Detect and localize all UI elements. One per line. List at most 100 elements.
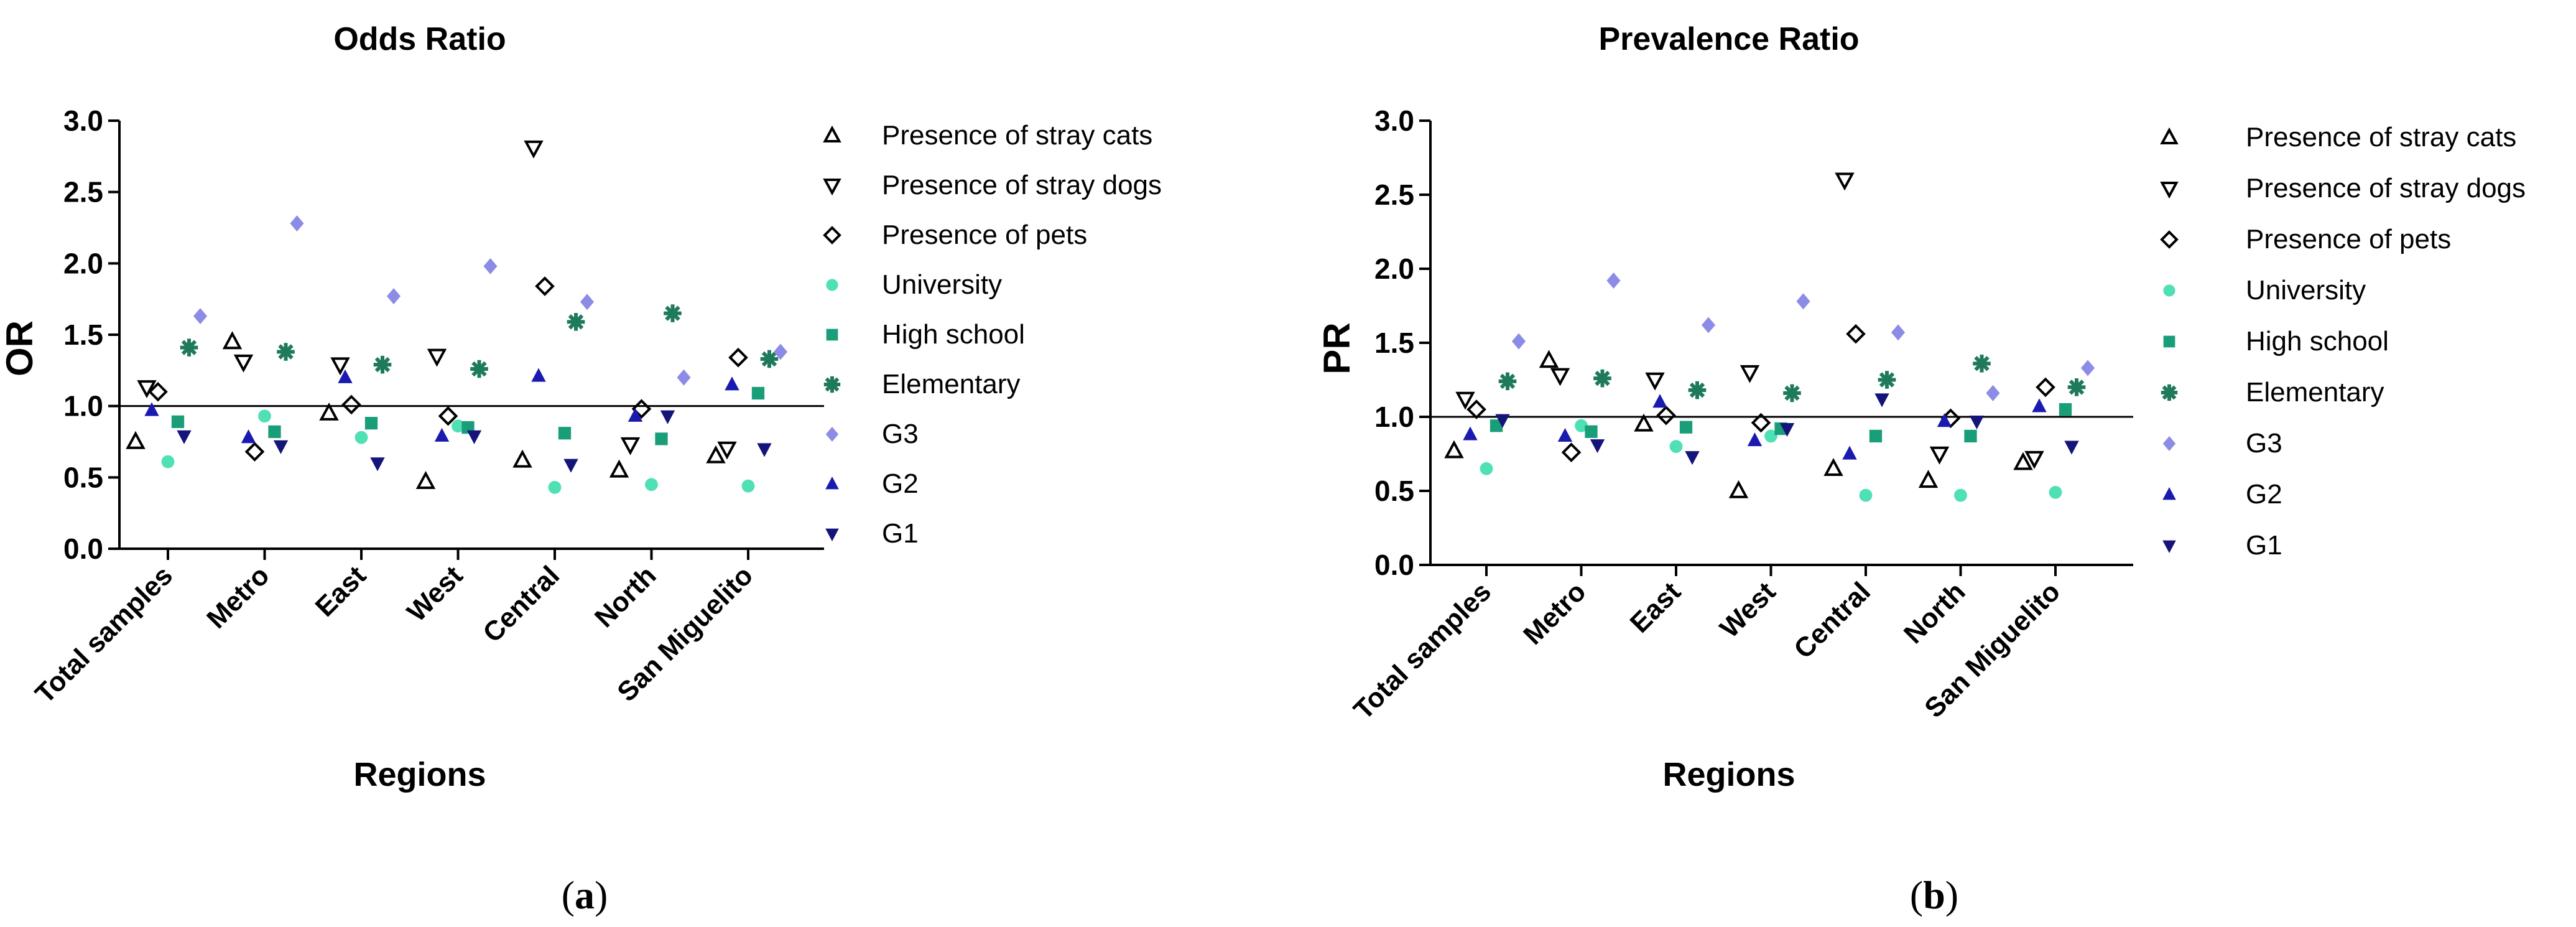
point-g1-west [466,430,482,444]
point-high-school-north [655,432,668,445]
legend-label-presence-of-stray-dogs: Presence of stray dogs [2246,173,2526,203]
x-axis-label: Regions [353,756,486,793]
point-elementary-metro [277,343,295,361]
legend-marker-high-school [2163,335,2175,348]
legend-label-g2: G2 [882,468,919,499]
chart-title: Odds Ratio [333,21,506,57]
y-tick-label: 1.5 [63,319,103,351]
legend-label-g1: G1 [2246,530,2282,561]
legend-marker-presence-of-stray-dogs [823,179,841,196]
point-presence-of-pets-metro [244,442,265,462]
panel-a-odds-ratio: Odds Ratio 0.0 0.5 1.0 1.5 2.0 2.5 3.0 Total sam… [0,21,1162,917]
point-university-east [354,431,368,444]
series-elementary [180,304,779,378]
point-high-school-east [364,417,378,430]
y-tick-label: 0.5 [63,461,103,493]
point-g2-san-miguelito [2032,398,2047,412]
series-g3 [1511,273,2095,401]
y-tick-label: 2.5 [63,176,103,208]
point-g3-west [483,258,498,274]
point-university-north [1954,488,1967,502]
point-high-school-north [1964,429,1977,443]
point-g1-east [1685,451,1700,465]
point-g1-san-miguelito [2064,440,2079,455]
point-g3-metro [1606,273,1621,289]
point-g2-north [628,408,643,422]
legend-label-presence-of-stray-cats: Presence of stray cats [2246,122,2516,152]
point-g2-north [1937,413,1952,427]
y-tick-label: 2.0 [1374,253,1414,285]
point-high-school-east [1679,421,1693,434]
legend-label-university: University [2246,275,2366,305]
point-presence-of-stray-dogs-central [1835,172,1855,191]
y-tick-label: 3.0 [63,105,103,137]
point-g1-east [370,457,385,472]
point-g1-central [563,459,578,473]
legend-marker-g1 [2162,540,2176,553]
legend-marker-g2 [825,477,839,490]
point-presence-of-stray-cats-east [1634,413,1654,432]
point-g3-east [386,288,401,305]
point-high-school-san-miguelito [2059,403,2072,416]
x-tick-label-metro: Metro [1517,576,1591,650]
point-g2-metro [1557,427,1573,442]
point-g2-central [1842,445,1857,460]
point-elementary-central [567,313,585,331]
point-presence-of-stray-cats-metro [222,331,243,350]
legend: Presence of stray cats Presence of stray … [823,120,1162,549]
x-tick-label-metro: Metro [201,560,275,634]
y-tick-label: 1.0 [1374,401,1414,433]
point-presence-of-stray-cats-total-samples [1444,440,1464,459]
legend-marker-presence-of-pets [823,226,841,245]
panel-letter: a [575,873,595,917]
series-presence-of-stray-dogs [1455,172,2044,469]
y-tick-label: 0.0 [1374,549,1414,581]
y-axis-label: PR [1316,322,1358,374]
legend-label-university: University [882,269,1002,300]
point-g1-central [1874,393,1889,408]
point-presence-of-pets-san-miguelito [728,347,748,368]
point-g1-north [660,410,675,424]
point-g3-north [677,369,691,386]
point-elementary-total-samples [1498,372,1517,391]
point-elementary-west [1783,384,1801,403]
x-tick-label-east: East [1624,576,1687,639]
legend-marker-elementary [2161,384,2178,401]
point-elementary-total-samples [180,338,198,356]
point-presence-of-pets-metro [1561,442,1582,462]
point-presence-of-stray-dogs-san-miguelito [717,441,737,460]
point-presence-of-stray-dogs-total-samples [137,380,157,399]
point-high-school-metro [1585,425,1598,438]
point-elementary-west [470,360,488,378]
point-g2-east [1652,394,1667,408]
point-presence-of-stray-cats-west [415,471,436,489]
point-university-san-miguelito [741,479,755,493]
point-g2-east [338,369,353,383]
point-presence-of-pets-west [438,406,458,426]
point-high-school-central [1869,429,1883,443]
point-g2-central [531,368,546,382]
point-presence-of-stray-cats-central [1823,458,1843,477]
series-presence-of-stray-dogs [137,140,737,460]
point-high-school-central [558,427,572,440]
x-tick-label-total-samples: Total samples [29,560,178,709]
point-presence-of-stray-dogs-north [620,437,641,455]
point-g1-total-samples [1495,414,1510,428]
point-presence-of-pets-san-miguelito [2036,377,2055,398]
point-university-central [548,480,562,494]
legend-label-g3: G3 [2246,428,2282,459]
legend-marker-elementary [823,376,841,393]
point-university-east [1669,440,1683,453]
point-presence-of-stray-cats-metro [1539,350,1559,368]
point-g2-san-miguelito [725,376,739,391]
y-tick-label: 1.5 [1374,327,1414,359]
legend-marker-university [2163,284,2175,297]
point-presence-of-pets-total-samples [1466,399,1486,419]
legend-label-elementary: Elementary [882,369,1021,399]
series-presence-of-stray-cats [126,331,726,489]
series-presence-of-stray-cats [1444,350,2033,498]
panel-letter: b [1923,873,1945,917]
x-tick-label-west: West [401,560,469,628]
point-university-west [1764,429,1777,443]
